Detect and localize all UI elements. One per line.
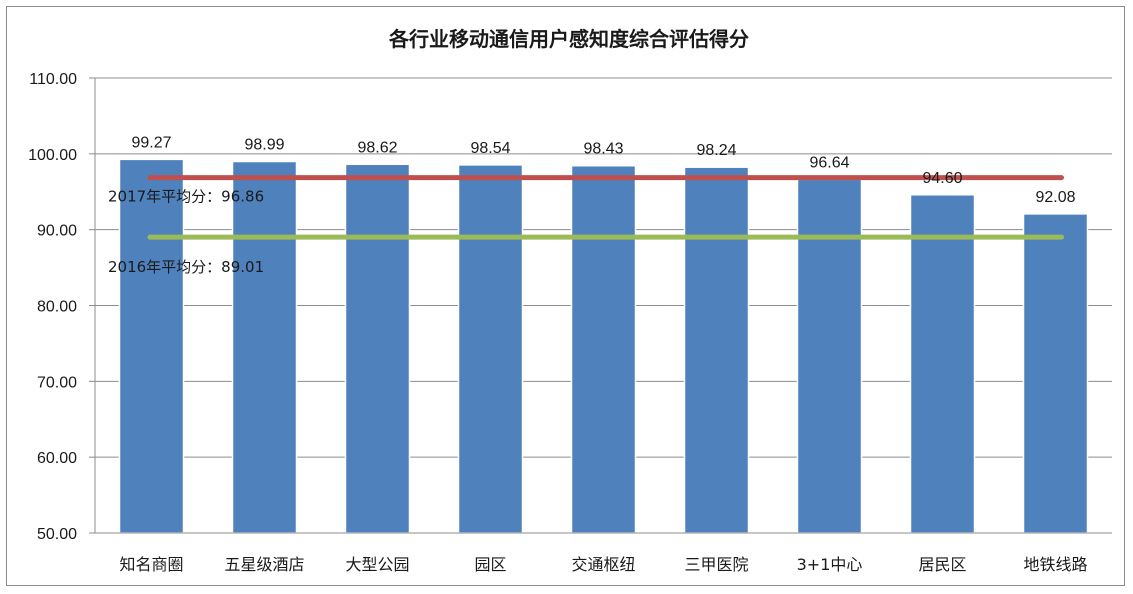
y-axis: 50.00 60.00 70.00 80.00 90.00 100.00 110.00 xyxy=(28,71,96,543)
x-tick-label: 居民区 xyxy=(918,555,966,574)
bar xyxy=(909,194,976,534)
x-tick-label: 园区 xyxy=(474,555,506,574)
y-tick-label: 60.00 xyxy=(37,450,77,467)
bars xyxy=(118,158,1089,534)
x-tick-label: 3+1中心 xyxy=(797,555,863,574)
chart-title: 各行业移动通信用户感知度综合评估得分 xyxy=(388,27,749,51)
bar xyxy=(457,164,524,534)
x-tick-label: 知名商圈 xyxy=(119,555,183,574)
bar xyxy=(344,163,411,534)
value-label: 99.27 xyxy=(131,134,171,151)
y-tick-label: 70.00 xyxy=(37,374,77,391)
reference-line-label: 2016年平均分：89.01 xyxy=(108,258,264,276)
reference-lines xyxy=(147,175,1064,240)
value-labels: 99.27 98.99 98.62 98.54 98.43 98.24 96.64 94.60… xyxy=(108,134,1076,276)
value-label: 98.99 xyxy=(244,136,284,153)
x-axis: 知名商圈 五星级酒店 大型公园 园区 交通枢纽 三甲医院 3+1中心 居民区 地铁线路 xyxy=(95,532,1112,574)
y-tick-label: 100.00 xyxy=(28,147,77,164)
x-tick-label: 大型公园 xyxy=(345,555,409,574)
bar xyxy=(1022,213,1089,534)
y-tick-label: 80.00 xyxy=(37,299,77,316)
x-tick-label: 三甲医院 xyxy=(684,555,748,574)
y-tick-label: 110.00 xyxy=(29,71,77,88)
x-tick-label: 地铁线路 xyxy=(1023,555,1087,574)
bar xyxy=(231,160,298,534)
bar xyxy=(118,158,185,534)
x-tick-label: 五星级酒店 xyxy=(224,555,304,574)
value-label: 98.62 xyxy=(357,139,397,156)
bar xyxy=(683,166,750,534)
value-label: 98.24 xyxy=(696,142,736,159)
value-label: 98.43 xyxy=(583,141,623,158)
bar xyxy=(570,164,637,534)
value-label: 94.60 xyxy=(922,170,962,187)
y-tick-label: 90.00 xyxy=(37,223,77,240)
y-tick-label: 50.00 xyxy=(37,526,77,543)
reference-line-label: 2017年平均分：96.86 xyxy=(108,188,264,206)
value-label: 92.08 xyxy=(1035,189,1075,206)
bar xyxy=(796,178,863,534)
x-tick-label: 交通枢纽 xyxy=(571,555,635,574)
value-label: 98.54 xyxy=(470,140,510,157)
value-label: 96.64 xyxy=(809,154,849,171)
